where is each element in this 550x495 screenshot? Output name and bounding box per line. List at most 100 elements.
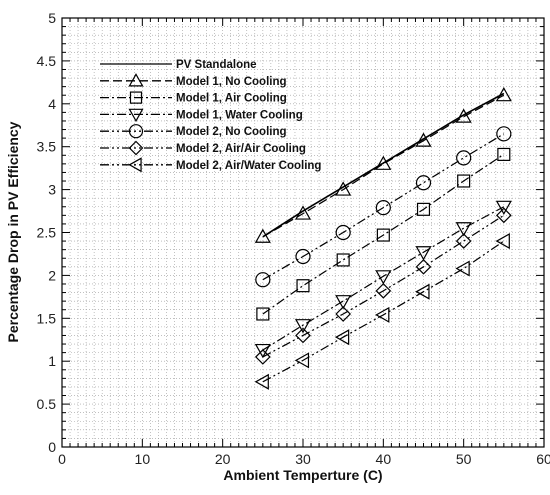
legend-marker [128, 73, 144, 87]
legend-label: Model 1, Air Cooling [176, 93, 287, 105]
x-tick-label: 20 [215, 451, 231, 467]
series-3 [256, 147, 511, 321]
data-point [455, 222, 472, 237]
data-point [335, 181, 352, 196]
legend-marker [128, 108, 144, 123]
data-point [294, 352, 310, 369]
x-tick-label: 40 [376, 451, 392, 467]
data-point [335, 224, 351, 241]
data-point [335, 295, 352, 310]
series-1 [262, 92, 505, 238]
legend-item: Model 1, Water Cooling [100, 108, 303, 123]
data-point [334, 329, 350, 346]
y-tick-label: 5 [48, 10, 56, 26]
legend-marker [129, 91, 143, 104]
data-point [335, 306, 352, 322]
legend-label: PV Standalone [176, 59, 257, 71]
y-tick-label: 3.5 [37, 139, 57, 155]
y-tick-label: 2.5 [37, 225, 57, 241]
data-point [294, 319, 312, 334]
data-point [495, 207, 512, 224]
data-point [294, 205, 312, 220]
legend-marker [128, 157, 142, 173]
legend-marker [128, 124, 144, 139]
y-tick-label: 1.5 [37, 310, 57, 326]
legend-item: Model 1, No Cooling [100, 73, 287, 88]
data-point [415, 132, 432, 147]
data-point [296, 279, 310, 293]
data-point [495, 233, 510, 250]
data-point [375, 282, 392, 299]
x-tick-label: 0 [58, 451, 66, 467]
y-tick-label: 3 [48, 182, 56, 198]
series-line [262, 94, 505, 238]
data-point [415, 283, 430, 300]
legend-item: PV Standalone [100, 59, 257, 71]
legend-label: Model 1, No Cooling [176, 76, 287, 88]
series-line [262, 153, 505, 315]
data-point [495, 200, 512, 215]
data-point [456, 150, 472, 166]
data-point [496, 126, 512, 142]
data-point [254, 349, 271, 365]
data-point [455, 233, 472, 249]
y-tick-label: 4.5 [37, 53, 57, 69]
series-line [262, 133, 505, 281]
series-7 [254, 233, 510, 390]
series-line [262, 92, 505, 238]
axes: 0 10 20 30 40 50 60 0 0.5 1 1.5 2 2.5 3 3.5 4 4.5 5 [37, 10, 550, 467]
legend-label: Model 2, Air/Water Cooling [176, 160, 321, 172]
data-point [415, 175, 432, 191]
y-tick-label: 0 [48, 439, 56, 455]
data-point [376, 228, 390, 242]
legend-label: Model 1, Water Cooling [176, 109, 303, 121]
data-point [254, 373, 269, 390]
legend-marker [128, 140, 144, 156]
series-4 [254, 200, 512, 359]
x-tick-label: 30 [295, 451, 311, 467]
legend-label: Model 2, Air/Air Cooling [176, 143, 306, 155]
legend-item: Model 2, Air/Water Cooling [100, 157, 321, 173]
data-point [455, 260, 470, 277]
x-tick-label: 50 [456, 451, 472, 467]
data-point [254, 343, 271, 359]
x-axis-title: Ambient Temperture (C) [223, 467, 382, 483]
data-point [457, 174, 471, 188]
data-point [415, 246, 432, 261]
series-line [262, 214, 505, 358]
legend-item: Model 1, Air Cooling [100, 91, 287, 105]
data-point [255, 272, 271, 288]
y-axis-title: Percentage Drop in PV Efficiency [5, 121, 21, 342]
series-line [262, 240, 505, 383]
series-group [254, 86, 512, 390]
data-point [416, 202, 431, 216]
y-tick-label: 2 [48, 267, 56, 283]
series-line [262, 206, 505, 351]
data-point [375, 306, 390, 323]
data-point [375, 270, 392, 285]
y-tick-label: 4 [48, 96, 56, 112]
series-6 [254, 207, 512, 365]
y-tick-label: 0.5 [37, 396, 57, 412]
data-point [375, 200, 391, 216]
legend-item: Model 2, No Cooling [100, 124, 287, 139]
data-point [495, 86, 512, 102]
legend-label: Model 2, No Cooling [176, 126, 287, 138]
legend-item: Model 2, Air/Air Cooling [100, 140, 306, 156]
y-tick-label: 1 [48, 353, 56, 369]
series-5 [255, 126, 512, 288]
data-point [336, 253, 350, 267]
data-point [254, 228, 271, 243]
data-point [497, 147, 511, 161]
data-point [455, 108, 472, 123]
series-2 [254, 86, 512, 243]
data-point [415, 258, 432, 275]
data-point [295, 327, 311, 344]
data-point [375, 155, 392, 170]
x-tick-label: 60 [536, 451, 550, 467]
data-point [256, 307, 270, 321]
data-point [295, 248, 311, 265]
x-tick-label: 10 [135, 451, 151, 467]
